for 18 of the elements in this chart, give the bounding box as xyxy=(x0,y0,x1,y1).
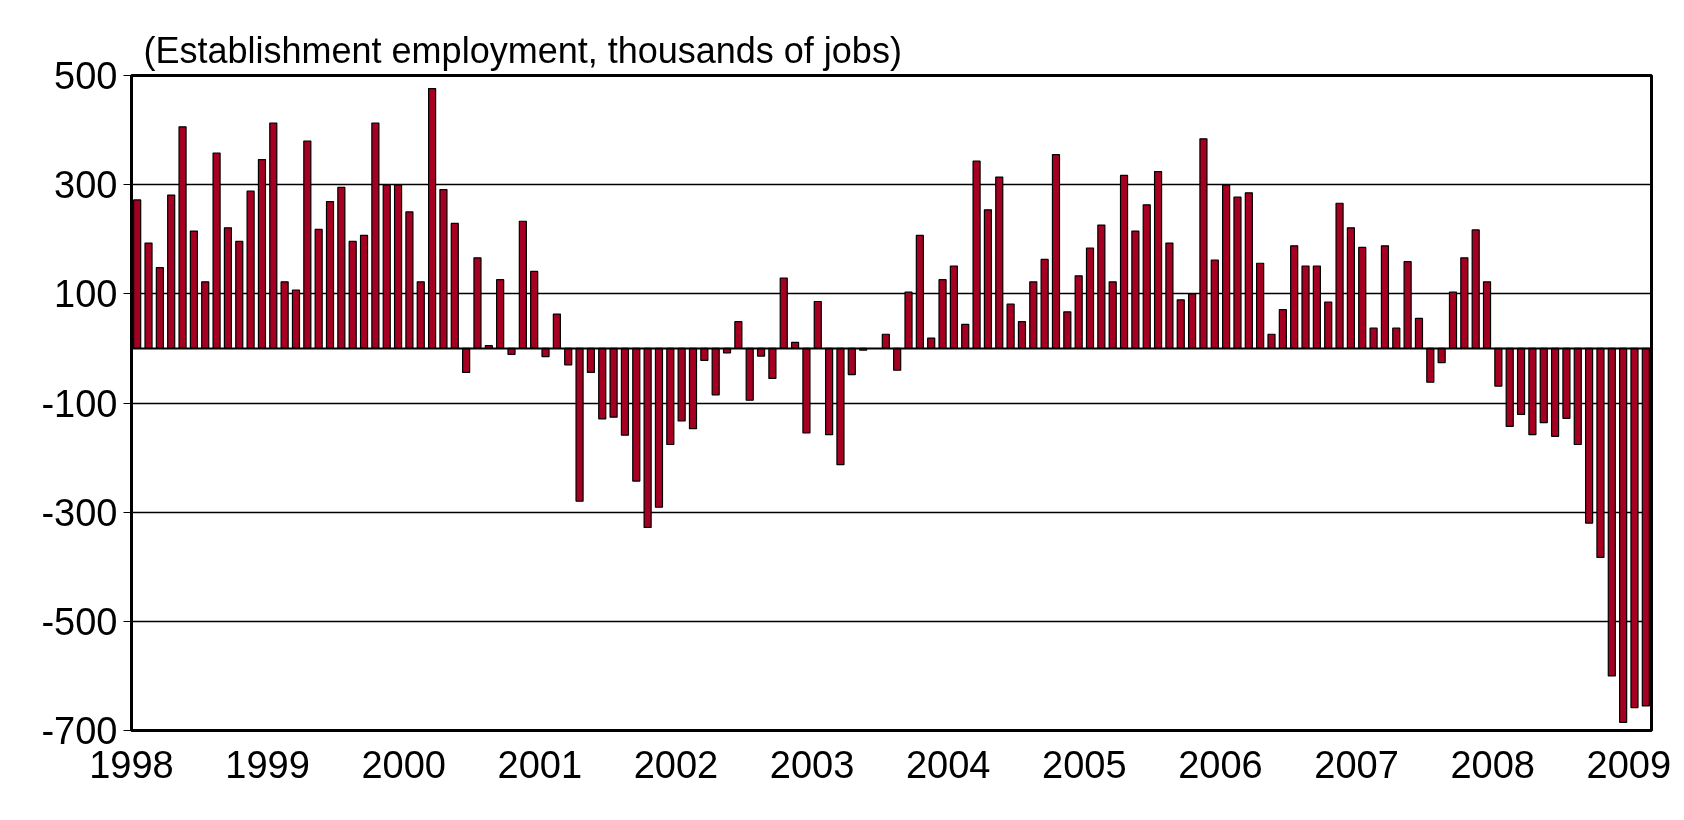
x-tick-label: 2002 xyxy=(633,743,719,786)
y-tick-label: -300 xyxy=(41,491,118,534)
y-tick-label: 500 xyxy=(54,55,118,97)
y-tick-label: -100 xyxy=(41,382,118,425)
chart-title: (Establishment employment, thousands of jobs) xyxy=(143,29,902,71)
x-tick-label: 2000 xyxy=(361,743,447,786)
x-tick-label: 2006 xyxy=(1178,743,1263,786)
x-tick-label: 2003 xyxy=(769,743,855,786)
x-tick-label: 2007 xyxy=(1314,743,1399,786)
x-tick-label: 2005 xyxy=(1042,743,1127,786)
x-tick-label: 2001 xyxy=(497,743,583,786)
y-tick-label: -500 xyxy=(41,600,118,643)
x-tick-label: 2008 xyxy=(1450,743,1535,786)
x-tick-label: 2009 xyxy=(1586,743,1672,786)
y-tick-label: 300 xyxy=(54,164,118,207)
y-tick-label: 100 xyxy=(54,273,118,316)
x-tick-label: 1999 xyxy=(225,743,310,786)
x-tick-label: 2004 xyxy=(905,743,991,786)
